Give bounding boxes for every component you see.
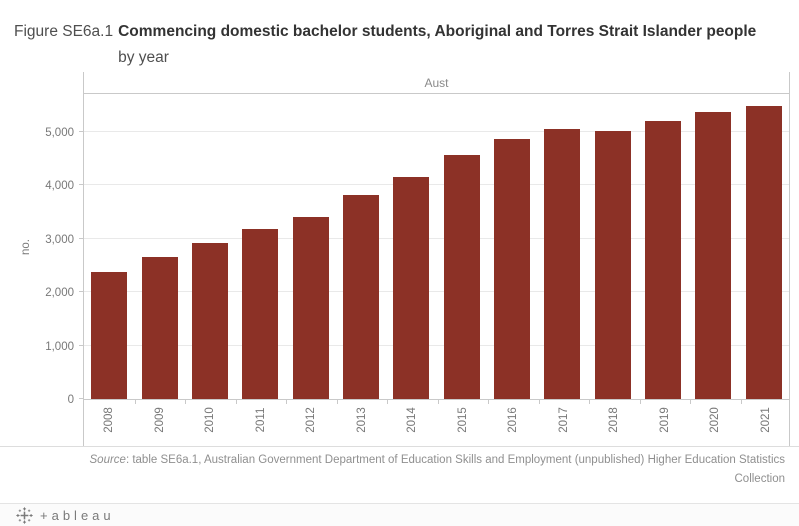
panel-header: Aust <box>84 72 789 94</box>
y-axis-labels: 0 1,000 2,000 3,000 4,000 5,000 <box>0 72 79 446</box>
x-tick-label: 2017 <box>557 407 570 433</box>
bar-cell <box>185 94 235 399</box>
x-tick-label: 2008 <box>103 407 116 433</box>
x-axis-tick <box>539 400 540 404</box>
x-tick-label: 2019 <box>658 407 671 433</box>
x-axis-tick <box>741 400 742 404</box>
panel-label: Aust <box>424 75 449 90</box>
bar-cell <box>537 94 587 399</box>
x-axis-tick <box>690 400 691 404</box>
x-tick-label: 2015 <box>456 407 469 433</box>
x-axis-tick <box>589 400 590 404</box>
y-axis-tick <box>79 291 84 293</box>
bar-chart: no. 0 1,000 2,000 3,000 4,000 5,000 Aust 2008… <box>0 72 799 446</box>
chart-title: Figure SE6a.1 Commencing domestic bachel… <box>14 19 789 71</box>
bar-cell <box>235 94 285 399</box>
bar-2012[interactable] <box>292 217 329 399</box>
x-tick-label: 2011 <box>254 407 267 433</box>
bar-2013[interactable] <box>342 195 379 399</box>
bar-2016[interactable] <box>494 139 531 399</box>
bar-2008[interactable] <box>91 272 128 399</box>
bar-cell <box>285 94 335 399</box>
y-axis-tick <box>79 130 84 132</box>
bar-2017[interactable] <box>544 129 581 399</box>
x-axis-tick <box>337 400 338 404</box>
x-axis: 2008 2009 2010 2011 2012 2013 2014 2015 2016 2017… <box>84 400 789 445</box>
bar-cell <box>739 94 789 399</box>
x-tick-label: 2010 <box>204 407 217 433</box>
title-content: Commencing domestic bachelor students, A… <box>118 19 756 71</box>
x-tick-label: 2014 <box>406 407 419 433</box>
bar-cell <box>437 94 487 399</box>
footer-divider <box>0 446 799 447</box>
gridline <box>84 184 789 186</box>
bar-2010[interactable] <box>191 243 228 399</box>
x-tick-label: 2013 <box>355 407 368 433</box>
gridline <box>84 344 789 346</box>
bar-cell <box>336 94 386 399</box>
x-axis-tick <box>185 400 186 404</box>
x-tick-label: 2016 <box>507 407 520 433</box>
y-axis-tick <box>79 184 84 186</box>
x-axis-tick <box>286 400 287 404</box>
figure-number-label: Figure SE6a.1 <box>14 23 114 40</box>
bar-2021[interactable] <box>745 106 782 399</box>
bars-container <box>84 94 789 399</box>
y-tick-label: 1,000 <box>45 340 74 353</box>
title-subtitle-text: by year <box>118 49 169 66</box>
source-text: : table SE6a.1, Australian Government De… <box>125 454 785 466</box>
bar-cell <box>386 94 436 399</box>
plot-wrap: Aust 2008 2009 2010 2011 2012 2013 2014 2015 201… <box>79 72 790 446</box>
bar-cell <box>638 94 688 399</box>
bar-cell <box>688 94 738 399</box>
tableau-logo-link[interactable]: +ableau <box>16 506 115 524</box>
tableau-sparkle-icon <box>16 506 33 524</box>
x-axis-tick <box>236 400 237 404</box>
x-axis-tick <box>387 400 388 404</box>
bar-2019[interactable] <box>645 121 682 399</box>
source-label: Source <box>89 454 126 466</box>
tableau-footer-bar: +ableau <box>0 503 799 526</box>
gridline <box>84 291 789 293</box>
y-axis-tick <box>79 398 84 399</box>
plot-area <box>79 94 789 400</box>
y-axis-tick <box>79 237 84 239</box>
gridline <box>84 130 789 132</box>
bar-cell <box>84 94 134 399</box>
x-tick-label: 2018 <box>608 407 621 433</box>
gridline <box>84 237 789 239</box>
y-axis-tick <box>79 344 84 346</box>
x-tick-label: 2009 <box>153 407 166 433</box>
y-tick-label: 2,000 <box>45 287 74 300</box>
bar-2009[interactable] <box>141 257 178 399</box>
bar-2020[interactable] <box>695 112 732 399</box>
x-axis-tick <box>438 400 439 404</box>
y-tick-label: 3,000 <box>45 233 74 246</box>
x-axis-tick <box>135 400 136 404</box>
bar-2018[interactable] <box>594 131 631 399</box>
source-text-line2: Collection <box>734 473 786 485</box>
bar-2014[interactable] <box>393 177 430 399</box>
bar-2015[interactable] <box>443 155 480 399</box>
bar-2011[interactable] <box>242 229 279 399</box>
bar-cell <box>588 94 638 399</box>
source-note: Source: table SE6a.1, Australian Governm… <box>20 451 785 489</box>
x-tick-label: 2021 <box>759 407 772 433</box>
tableau-wordmark: +ableau <box>40 507 115 523</box>
x-axis-tick <box>488 400 489 404</box>
x-tick-label: 2020 <box>709 407 722 433</box>
y-tick-label: 4,000 <box>45 180 74 193</box>
title-main-text: Commencing domestic bachelor students, A… <box>118 23 757 40</box>
y-tick-label: 0 <box>67 394 74 406</box>
bar-cell <box>134 94 184 399</box>
x-tick-label: 2012 <box>305 407 318 433</box>
x-axis-tick <box>640 400 641 404</box>
y-tick-label: 5,000 <box>45 126 74 139</box>
bar-cell <box>487 94 537 399</box>
